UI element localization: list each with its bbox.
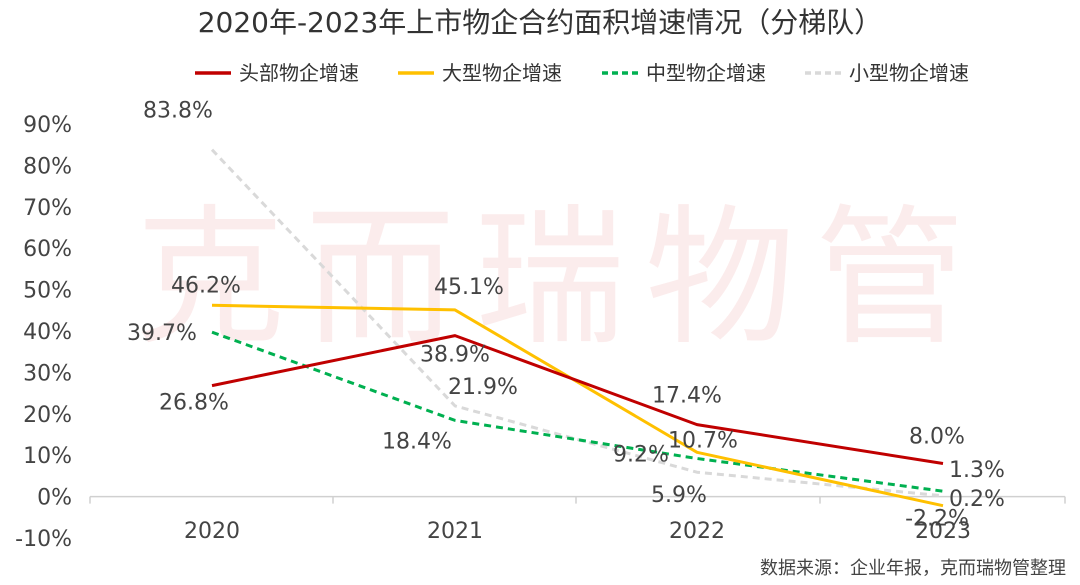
data-label: 18.4% [382, 429, 452, 454]
chart-title: 2020年-2023年上市物企合约面积增速情况（分梯队） [198, 6, 883, 39]
y-tick-label: 80% [23, 154, 72, 179]
series-lines [210, 148, 944, 508]
data-label: 5.9% [651, 483, 707, 508]
source-note: 数据来源：企业年报，克而瑞物管整理 [760, 558, 1066, 579]
y-tick-label: 20% [23, 403, 72, 428]
y-tick-label: 10% [23, 444, 72, 469]
y-axis: 90% 80% 70% 60% 50% 40% 30% 20% 10% 0% -10% [15, 113, 72, 552]
x-tick-label: 2023 [915, 519, 971, 544]
data-label: 10.7% [668, 428, 738, 453]
y-tick-label: 90% [23, 113, 72, 138]
legend-label: 中型物企增速 [646, 61, 766, 85]
legend-label: 大型物企增速 [442, 61, 562, 85]
y-tick-label: 40% [23, 320, 72, 345]
legend-label: 头部物企增速 [239, 61, 359, 85]
legend-label: 小型物企增速 [849, 61, 969, 85]
series-line [211, 334, 944, 465]
data-label: 46.2% [171, 273, 241, 298]
data-label: 0.2% [949, 487, 1005, 512]
data-label: 21.9% [448, 375, 518, 400]
x-tick-label: 2021 [427, 519, 483, 544]
y-tick-label: 30% [23, 361, 72, 386]
data-label: 38.9% [420, 343, 490, 368]
x-tick-label: 2022 [669, 519, 725, 544]
data-label: 45.1% [434, 275, 504, 300]
data-label: 17.4% [652, 384, 722, 409]
watermark-text: 克而瑞物管 [135, 192, 985, 366]
series-line [211, 330, 944, 493]
y-tick-label: 50% [23, 279, 72, 304]
x-tick-label: 2020 [184, 519, 240, 544]
data-label: 83.8% [143, 99, 213, 124]
y-tick-label: 0% [37, 486, 72, 511]
y-tick-label: 70% [23, 196, 72, 221]
data-label: 26.8% [159, 391, 229, 416]
data-label: 1.3% [949, 458, 1005, 483]
data-label: -2.2% [905, 507, 969, 532]
y-tick-label: 60% [23, 237, 72, 262]
data-label: 9.2% [613, 443, 669, 468]
data-label: 39.7% [127, 321, 197, 346]
data-label: 8.0% [909, 424, 965, 449]
data-labels: 26.8% 38.9% 17.4% 8.0% 46.2% 45.1% 10.7% -2.2% 3… [127, 99, 1005, 532]
legend: 头部物企增速 大型物企增速 中型物企增速 小型物企增速 [195, 61, 969, 85]
y-tick-label: -10% [15, 527, 72, 552]
